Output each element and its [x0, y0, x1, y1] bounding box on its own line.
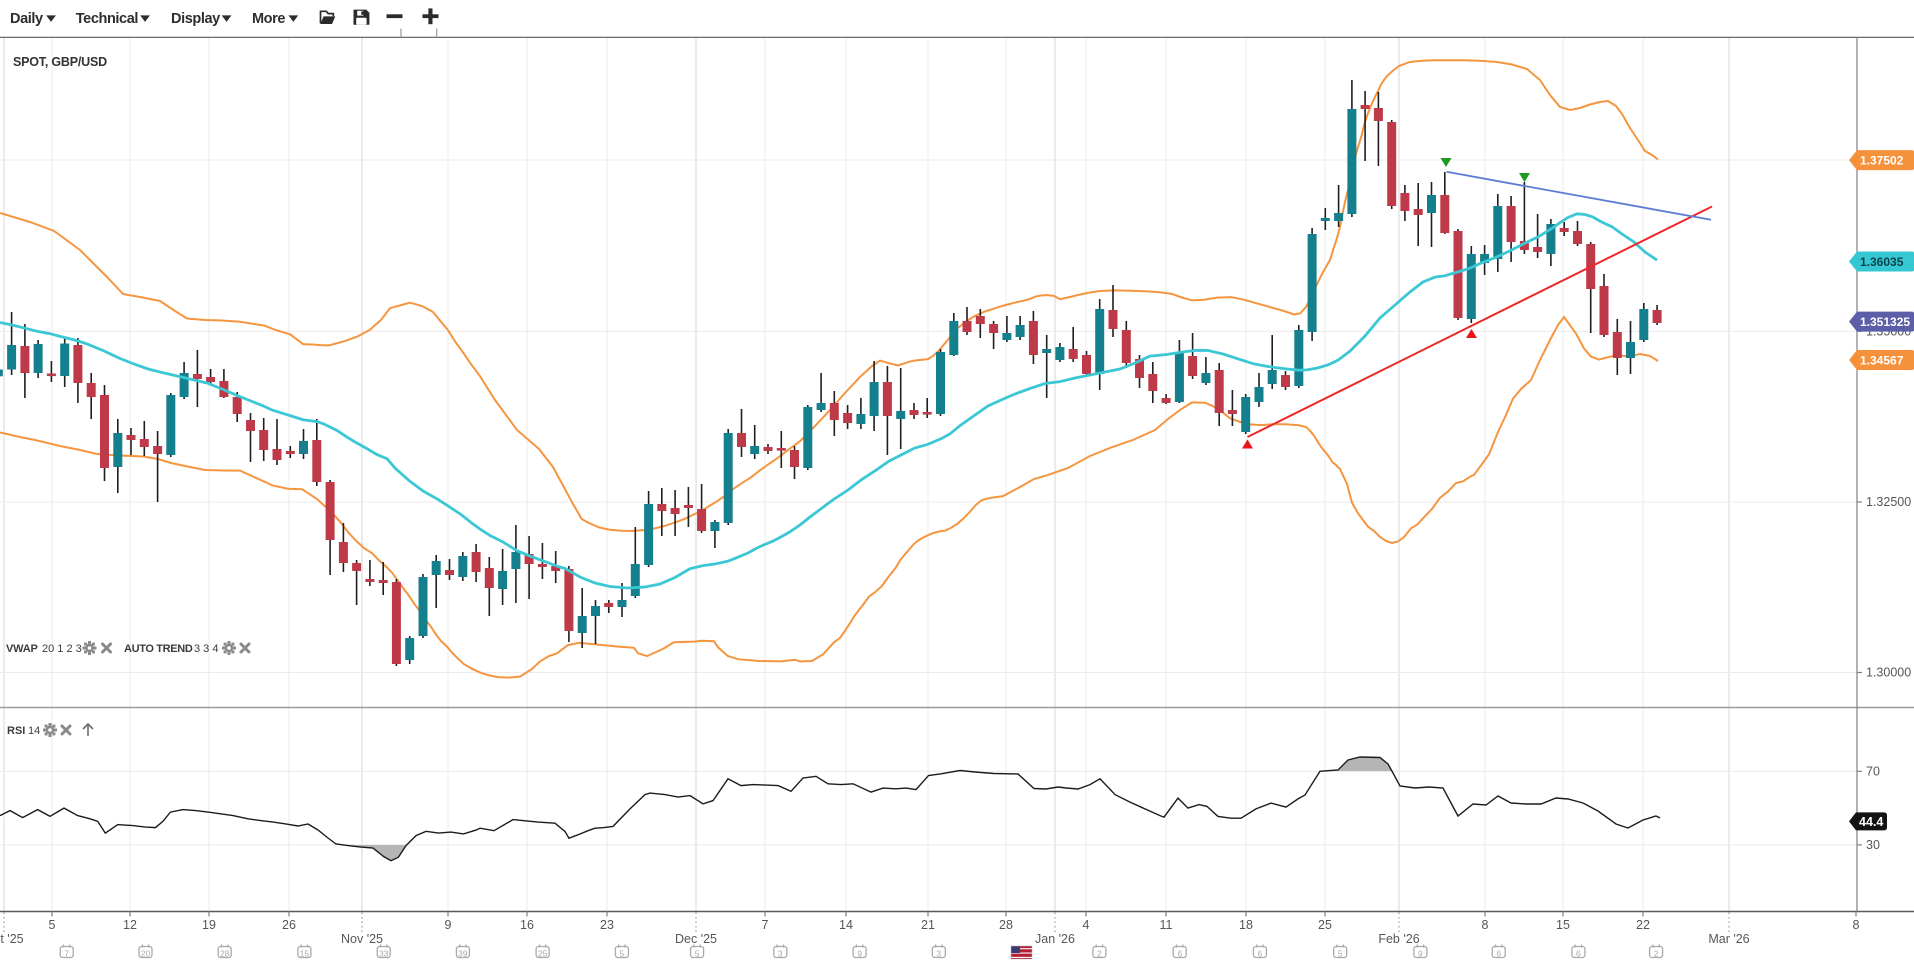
svg-text:44.4: 44.4 — [1859, 815, 1883, 829]
svg-text:3: 3 — [936, 949, 941, 959]
svg-text:9: 9 — [857, 949, 862, 959]
svg-text:Jan '26: Jan '26 — [1035, 932, 1075, 946]
svg-text:11: 11 — [1160, 918, 1173, 932]
svg-text:5: 5 — [695, 949, 700, 959]
svg-text:8: 8 — [1482, 918, 1489, 932]
svg-text:7: 7 — [762, 918, 769, 932]
svg-text:Nov '25: Nov '25 — [341, 932, 383, 946]
svg-text:5: 5 — [620, 949, 625, 959]
svg-text:21: 21 — [921, 918, 935, 932]
svg-text:28: 28 — [220, 949, 230, 959]
svg-text:2: 2 — [1654, 949, 1659, 959]
svg-text:Mar '26: Mar '26 — [1708, 932, 1749, 946]
svg-text:6: 6 — [1177, 949, 1182, 959]
svg-text:VWAP: VWAP — [6, 643, 38, 655]
svg-text:1.32500: 1.32500 — [1866, 495, 1911, 509]
svg-text:Feb '26: Feb '26 — [1378, 932, 1419, 946]
svg-text:1.34567: 1.34567 — [1860, 353, 1904, 367]
svg-text:26: 26 — [282, 918, 296, 932]
svg-text:22: 22 — [1636, 918, 1650, 932]
svg-text:3: 3 — [778, 949, 783, 959]
svg-text:25: 25 — [538, 949, 548, 959]
svg-text:9: 9 — [1418, 949, 1423, 959]
svg-text:AUTO TREND: AUTO TREND — [124, 643, 193, 655]
svg-text:More: More — [252, 11, 285, 27]
svg-text:4: 4 — [1083, 918, 1090, 932]
svg-text:6: 6 — [1496, 949, 1501, 959]
svg-text:6: 6 — [1576, 949, 1581, 959]
svg-text:Dec '25: Dec '25 — [675, 932, 717, 946]
svg-text:33: 33 — [379, 949, 389, 959]
svg-text:Oct '25: Oct '25 — [0, 932, 24, 946]
svg-text:30: 30 — [1866, 838, 1880, 852]
svg-text:16: 16 — [520, 918, 534, 932]
svg-text:28: 28 — [999, 918, 1013, 932]
svg-text:1.351325: 1.351325 — [1860, 315, 1910, 329]
svg-text:15: 15 — [1556, 918, 1570, 932]
svg-text:8: 8 — [1853, 918, 1860, 932]
svg-text:20 1 2 3: 20 1 2 3 — [42, 643, 82, 655]
svg-text:6: 6 — [1258, 949, 1263, 959]
svg-text:2: 2 — [1097, 949, 1102, 959]
svg-text:70: 70 — [1866, 764, 1880, 778]
svg-text:5: 5 — [49, 918, 56, 932]
svg-text:23: 23 — [600, 918, 614, 932]
svg-text:14: 14 — [839, 918, 853, 932]
svg-text:25: 25 — [1318, 918, 1332, 932]
svg-text:9: 9 — [445, 918, 452, 932]
svg-text:Display: Display — [171, 11, 220, 27]
svg-text:15: 15 — [300, 949, 310, 959]
svg-text:14: 14 — [28, 725, 40, 737]
svg-text:39: 39 — [458, 949, 468, 959]
svg-text:1.30000: 1.30000 — [1866, 666, 1911, 680]
svg-text:Technical: Technical — [76, 11, 138, 27]
svg-text:1.36035: 1.36035 — [1860, 255, 1904, 269]
svg-text:3 3 4: 3 3 4 — [194, 643, 218, 655]
svg-text:Daily: Daily — [10, 11, 43, 27]
svg-text:12: 12 — [123, 918, 137, 932]
svg-text:RSI: RSI — [7, 725, 25, 737]
svg-text:18: 18 — [1239, 918, 1253, 932]
svg-text:1.37502: 1.37502 — [1860, 153, 1904, 167]
svg-text:5: 5 — [1338, 949, 1343, 959]
svg-text:7: 7 — [64, 949, 69, 959]
svg-text:20: 20 — [141, 949, 151, 959]
svg-text:SPOT, GBP/USD: SPOT, GBP/USD — [13, 55, 107, 69]
svg-text:19: 19 — [202, 918, 216, 932]
